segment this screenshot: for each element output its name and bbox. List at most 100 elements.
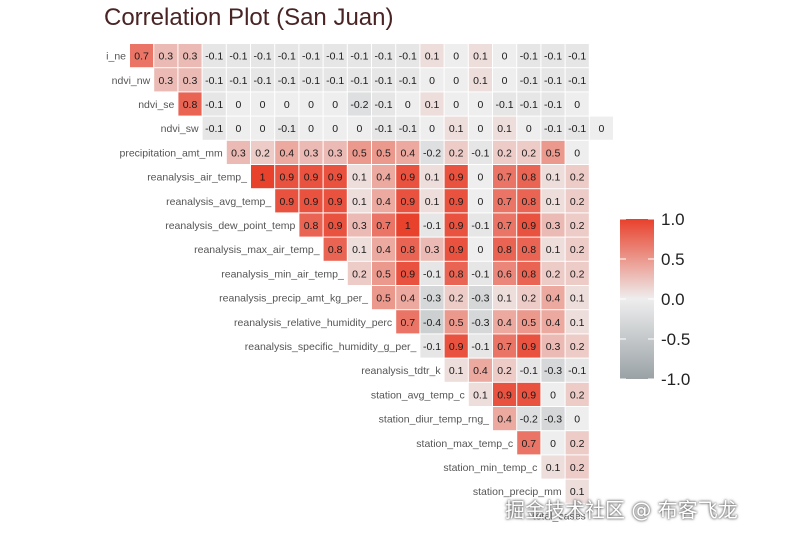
heatmap-cell (372, 189, 396, 213)
heatmap-cell (178, 44, 202, 68)
heatmap-cell (565, 213, 589, 237)
cell-value-label: 0.5 (449, 317, 464, 329)
heatmap-cell (517, 116, 541, 140)
heatmap-cell (299, 165, 323, 189)
heatmap-cell (444, 358, 468, 382)
heatmap-cell (420, 140, 444, 164)
heatmap-cell (565, 189, 589, 213)
heatmap-cell (154, 44, 178, 68)
cell-value-label: 0.8 (521, 172, 536, 184)
heatmap-cell (517, 92, 541, 116)
cell-value-label: -0.1 (278, 51, 296, 63)
heatmap-cell (347, 165, 371, 189)
heatmap-cell (541, 310, 565, 334)
cell-value-label: 0.9 (328, 196, 343, 208)
cell-value-label: 0.3 (328, 147, 343, 159)
row-label: reanalysis_air_temp_ (147, 172, 247, 184)
heatmap-cell (541, 140, 565, 164)
cell-value-label: -0.3 (544, 365, 562, 377)
heatmap-cell (565, 310, 589, 334)
cell-value-label: 0.3 (352, 220, 367, 232)
heatmap-cell (299, 189, 323, 213)
heatmap-cell (517, 165, 541, 189)
cell-value-label: 0.3 (546, 341, 561, 353)
heatmap-cell (444, 189, 468, 213)
cell-value-label: 0 (260, 99, 266, 111)
cell-value-label: 0.4 (376, 244, 391, 256)
cell-value-label: 0.9 (279, 172, 294, 184)
cell-value-label: 0.9 (449, 244, 464, 256)
heatmap-cell (541, 382, 565, 406)
heatmap-cell (565, 382, 589, 406)
cell-value-label: -0.1 (375, 75, 393, 87)
cell-value-label: 0.2 (570, 462, 585, 474)
heatmap-cell (396, 140, 420, 164)
heatmap-cell (444, 213, 468, 237)
cell-value-label: 0.2 (521, 147, 536, 159)
cell-value-label: -0.1 (471, 147, 489, 159)
cell-value-label: 0.4 (497, 414, 512, 426)
heatmap-cell (347, 213, 371, 237)
heatmap-cell (493, 334, 517, 358)
heatmap-cell (444, 140, 468, 164)
legend-tick-label: 0.5 (661, 250, 685, 269)
heatmap-cell (468, 44, 492, 68)
cell-value-label: 0.1 (425, 196, 440, 208)
cell-value-label: 0.9 (400, 196, 415, 208)
cell-value-label: 0.1 (449, 365, 464, 377)
heatmap-cell (444, 165, 468, 189)
cell-value-label: 0.9 (449, 220, 464, 232)
cell-value-label: 0.1 (352, 244, 367, 256)
cell-value-label: -0.1 (568, 51, 586, 63)
heatmap-cell (565, 334, 589, 358)
cell-value-label: 0 (356, 123, 362, 135)
heatmap-cell (420, 116, 444, 140)
heatmap-cell (347, 140, 371, 164)
heatmap-cell (275, 44, 299, 68)
heatmap-cell (299, 92, 323, 116)
legend-tick-label: -0.5 (661, 330, 690, 349)
cell-value-label: -0.1 (544, 51, 562, 63)
heatmap-cell (517, 358, 541, 382)
heatmap-cell (517, 237, 541, 261)
heatmap-cell (517, 431, 541, 455)
row-label: reanalysis_min_air_temp_ (221, 268, 344, 280)
cell-value-label: 0.7 (521, 438, 536, 450)
cell-value-label: 0.8 (521, 196, 536, 208)
cell-value-label: 0 (574, 414, 580, 426)
heatmap-cell (226, 140, 250, 164)
heatmap-cell (468, 140, 492, 164)
cell-value-label: 0.4 (546, 293, 561, 305)
cell-value-label: 0.1 (546, 462, 561, 474)
heatmap-cell (493, 92, 517, 116)
cell-value-label: -0.1 (471, 268, 489, 280)
cell-value-label: 0.2 (449, 293, 464, 305)
row-label: station_max_temp_c (416, 438, 513, 450)
cell-value-label: 0.1 (497, 293, 512, 305)
cell-value-label: 0.8 (449, 268, 464, 280)
cell-value-label: 0.1 (425, 172, 440, 184)
cell-value-label: -0.1 (302, 75, 320, 87)
legend-tick-label: 1.0 (661, 210, 685, 229)
heatmap-cell (347, 44, 371, 68)
cell-value-label: 0.1 (449, 123, 464, 135)
heatmap-cell (275, 165, 299, 189)
heatmap-cell (541, 334, 565, 358)
cell-value-label: 0.1 (546, 196, 561, 208)
cell-value-label: -0.2 (423, 147, 441, 159)
cell-value-label: 1 (405, 220, 411, 232)
cell-value-label: 0.9 (521, 389, 536, 401)
heatmap-cell (372, 213, 396, 237)
cell-value-label: -0.1 (205, 99, 223, 111)
cell-value-label: -0.1 (205, 123, 223, 135)
cell-value-label: 1 (260, 172, 266, 184)
row-label: reanalysis_specific_humidity_g_per_ (245, 341, 417, 353)
cell-value-label: 0.9 (328, 172, 343, 184)
heatmap-cell (372, 44, 396, 68)
chart-title: Correlation Plot (San Juan) (104, 4, 394, 31)
cell-value-label: -0.1 (375, 99, 393, 111)
cell-value-label: 0.2 (352, 268, 367, 280)
cell-value-label: -0.1 (544, 99, 562, 111)
cell-value-label: 0.2 (570, 172, 585, 184)
cell-value-label: 0.2 (570, 196, 585, 208)
